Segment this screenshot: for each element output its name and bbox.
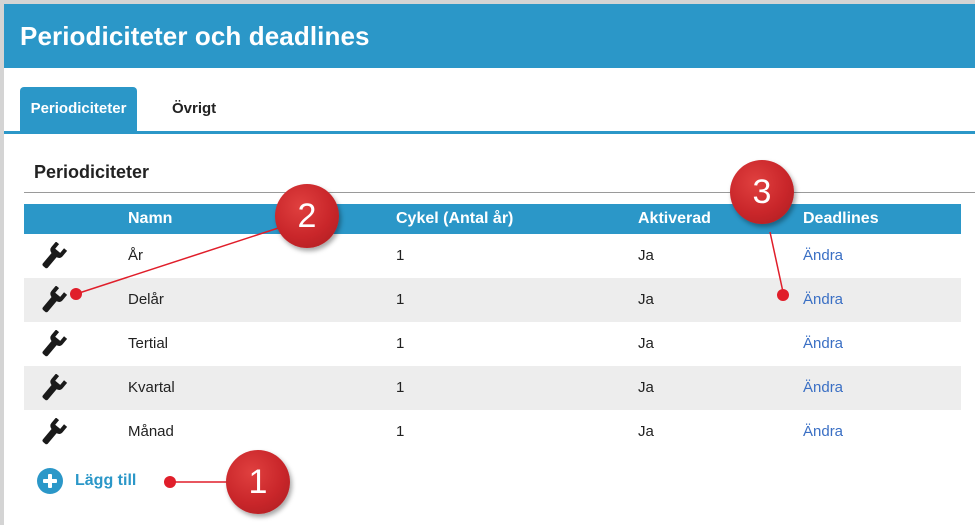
annotation-badge-3: 3 xyxy=(730,160,794,224)
annotation-1-pointer xyxy=(164,476,176,488)
table-row: Tertial 1 Ja Ändra xyxy=(24,322,961,366)
table-row: År 1 Ja Ändra xyxy=(24,234,961,278)
wrench-icon[interactable] xyxy=(38,285,68,314)
table-row: Kvartal 1 Ja Ändra xyxy=(24,366,961,410)
annotation-badge-2: 2 xyxy=(275,184,339,248)
tab-ovrigt[interactable]: Övrigt xyxy=(172,100,217,117)
row-name: Månad xyxy=(128,423,174,440)
deadlines-link[interactable]: Ändra xyxy=(803,335,844,352)
row-active: Ja xyxy=(638,335,654,352)
page-panel: Periodiciteter och deadlines Periodicite… xyxy=(4,4,975,525)
table-body: År 1 Ja Ändra Delår 1 Ja Ändra Tertial 1 Ja Ändra Kv… xyxy=(24,234,961,454)
row-active: Ja xyxy=(638,379,654,396)
column-header-active: Aktiverad xyxy=(638,210,711,227)
row-cycle: 1 xyxy=(396,247,405,264)
row-cycle: 1 xyxy=(396,379,405,396)
wrench-icon[interactable] xyxy=(38,373,68,402)
column-header-deadlines: Deadlines xyxy=(803,210,879,227)
wrench-icon[interactable] xyxy=(38,241,68,270)
section-title: Periodiciteter xyxy=(34,162,150,182)
row-cycle: 1 xyxy=(396,291,405,308)
row-active: Ja xyxy=(638,247,654,264)
row-name: Kvartal xyxy=(128,379,175,396)
deadlines-link[interactable]: Ändra xyxy=(803,379,844,396)
deadlines-link[interactable]: Ändra xyxy=(803,247,844,264)
wrench-icon[interactable] xyxy=(38,417,68,446)
tab-underline xyxy=(4,131,975,134)
annotation-badge-1: 1 xyxy=(226,450,290,514)
table-row: Månad 1 Ja Ändra xyxy=(24,410,961,454)
plus-circle-icon[interactable] xyxy=(37,468,63,494)
table-row: Delår 1 Ja Ändra xyxy=(24,278,961,322)
page-header: Periodiciteter och deadlines xyxy=(4,4,975,68)
deadlines-link[interactable]: Ändra xyxy=(803,423,844,440)
deadlines-link[interactable]: Ändra xyxy=(803,291,844,308)
row-active: Ja xyxy=(638,291,654,308)
column-header-name: Namn xyxy=(128,210,173,227)
row-name: År xyxy=(128,247,143,264)
row-cycle: 1 xyxy=(396,335,405,352)
row-cycle: 1 xyxy=(396,423,405,440)
column-header-cycle: Cykel (Antal år) xyxy=(396,210,514,227)
section-divider xyxy=(24,192,975,193)
wrench-icon[interactable] xyxy=(38,329,68,358)
page-title: Periodiciteter och deadlines xyxy=(20,21,370,51)
row-name: Tertial xyxy=(128,335,169,352)
annotation-2-pointer xyxy=(70,288,82,300)
periodicity-table: Namn Cykel (Antal år) Aktiverad Deadline… xyxy=(24,204,961,454)
table-header: Namn Cykel (Antal år) Aktiverad Deadline… xyxy=(24,204,961,234)
tab-periodiciteter[interactable]: Periodiciteter xyxy=(20,87,137,131)
row-active: Ja xyxy=(638,423,654,440)
row-name: Delår xyxy=(128,291,164,308)
add-button-label[interactable]: Lägg till xyxy=(75,472,137,489)
annotation-3-pointer xyxy=(777,289,789,301)
